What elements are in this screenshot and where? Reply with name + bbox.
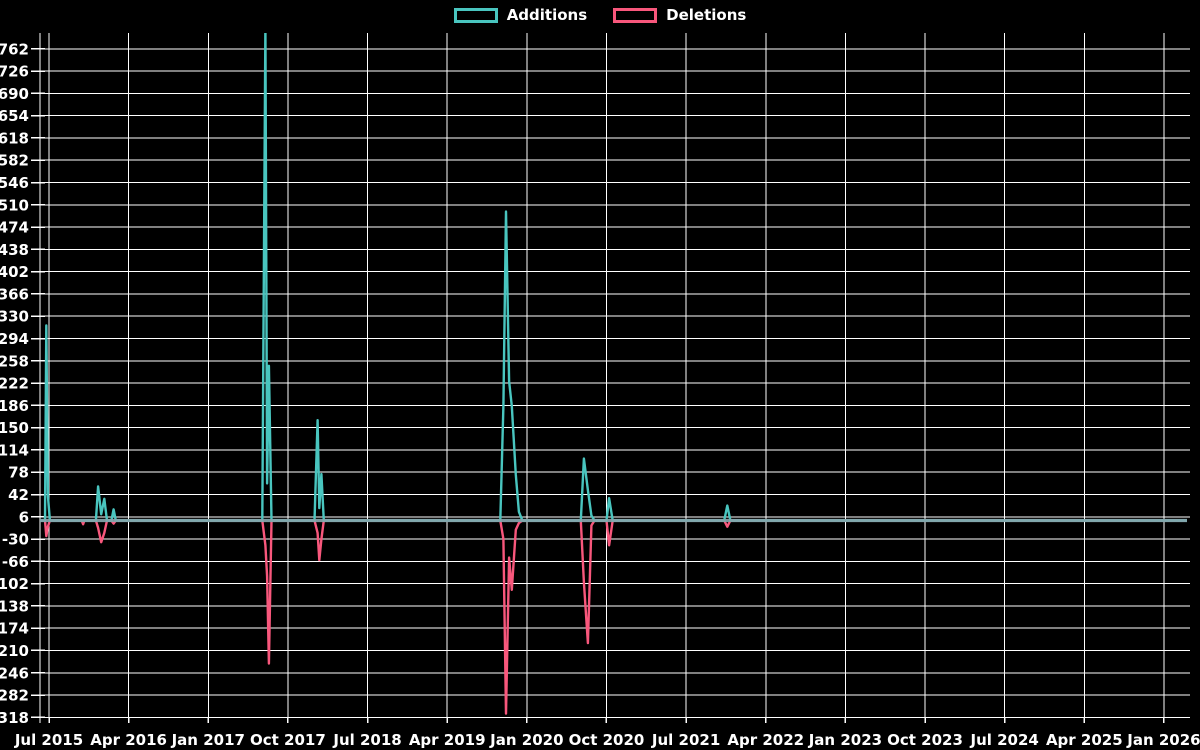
y-tick-label: 42 bbox=[8, 486, 29, 504]
y-tick-label: 762 bbox=[0, 40, 29, 58]
y-tick-label: -138 bbox=[0, 597, 29, 615]
x-tick-label: Oct 2020 bbox=[569, 731, 645, 749]
x-tick-label: Jul 2018 bbox=[332, 731, 401, 749]
x-tick-label: Oct 2017 bbox=[250, 731, 326, 749]
x-tick-label: Jul 2024 bbox=[969, 731, 1038, 749]
y-tick-label: -246 bbox=[0, 664, 29, 682]
y-tick-label: 222 bbox=[0, 375, 29, 393]
x-tick-label: Jul 2015 bbox=[14, 731, 83, 749]
y-tick-label: 618 bbox=[0, 129, 29, 147]
y-tick-label: -318 bbox=[0, 709, 29, 727]
additions-line bbox=[40, 33, 1187, 522]
x-tick-label: Jan 2020 bbox=[489, 731, 563, 749]
y-tick-label: 474 bbox=[0, 219, 29, 237]
y-tick-label: 330 bbox=[0, 308, 29, 326]
y-tick-label: 654 bbox=[0, 107, 29, 125]
y-tick-label: 690 bbox=[0, 85, 29, 103]
y-tick-label: 510 bbox=[0, 196, 29, 214]
x-tick-label: Apr 2019 bbox=[409, 731, 486, 749]
y-tick-label: -66 bbox=[2, 553, 29, 571]
x-tick-label: Jul 2021 bbox=[651, 731, 720, 749]
y-tick-label: -210 bbox=[0, 642, 29, 660]
y-tick-label: 546 bbox=[0, 174, 29, 192]
additions-swatch-icon bbox=[453, 8, 498, 23]
y-tick-label: -102 bbox=[0, 575, 29, 593]
y-tick-label: 294 bbox=[0, 330, 29, 348]
y-tick-label: -174 bbox=[0, 620, 29, 638]
y-tick-label: 6 bbox=[19, 508, 29, 526]
x-tick-label: Apr 2025 bbox=[1046, 731, 1123, 749]
y-tick-label: -30 bbox=[2, 531, 29, 549]
y-tick-label: 582 bbox=[0, 152, 29, 170]
legend-item-additions[interactable]: Additions bbox=[453, 6, 588, 24]
x-tick-label: Jan 2023 bbox=[808, 731, 882, 749]
chart-legend: Additions Deletions bbox=[0, 8, 1200, 23]
y-tick-label: 726 bbox=[0, 63, 29, 81]
y-tick-label: 186 bbox=[0, 397, 29, 415]
y-tick-label: 78 bbox=[8, 464, 29, 482]
y-tick-label: 402 bbox=[0, 263, 29, 281]
y-tick-label: -282 bbox=[0, 687, 29, 705]
y-tick-label: 438 bbox=[0, 241, 29, 259]
y-tick-label: 258 bbox=[0, 352, 29, 370]
x-tick-label: Jan 2017 bbox=[171, 731, 245, 749]
y-tick-label: 114 bbox=[0, 441, 29, 459]
legend-label-deletions: Deletions bbox=[666, 6, 747, 24]
y-tick-label: 366 bbox=[0, 285, 29, 303]
legend-item-deletions[interactable]: Deletions bbox=[613, 8, 746, 23]
x-tick-label: Apr 2022 bbox=[727, 731, 804, 749]
x-tick-label: Oct 2023 bbox=[887, 731, 963, 749]
y-tick-label: 150 bbox=[0, 419, 29, 437]
legend-label-additions: Additions bbox=[506, 6, 588, 24]
deletions-line bbox=[40, 519, 1187, 715]
x-tick-label: Jan 2026 bbox=[1126, 731, 1200, 749]
x-tick-label: Apr 2016 bbox=[90, 731, 167, 749]
deletions-swatch-icon bbox=[613, 8, 658, 23]
